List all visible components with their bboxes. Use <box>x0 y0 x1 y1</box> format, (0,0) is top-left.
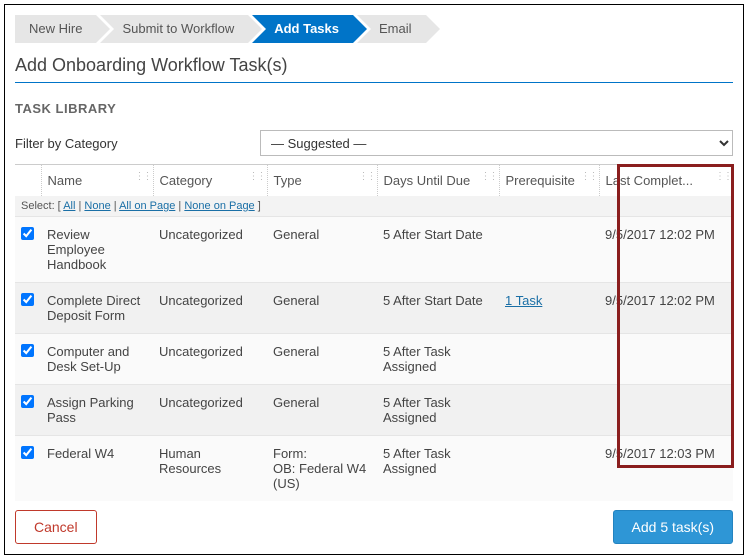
cancel-button[interactable]: Cancel <box>15 510 97 544</box>
col-name[interactable]: Name⋮⋮ <box>41 165 153 197</box>
cell-type: General <box>267 283 377 334</box>
cell-last-completed <box>599 334 733 385</box>
cell-prerequisite <box>499 436 599 502</box>
cell-prerequisite <box>499 217 599 283</box>
breadcrumb-step-0[interactable]: New Hire <box>15 15 96 43</box>
cell-category: Human Resources <box>153 436 267 502</box>
col-days-until-due[interactable]: Days Until Due⋮⋮ <box>377 165 499 197</box>
row-checkbox[interactable] <box>21 293 34 306</box>
cell-last-completed: 9/5/2017 12:03 PM <box>599 436 733 502</box>
cell-category: Uncategorized <box>153 334 267 385</box>
cell-prerequisite <box>499 334 599 385</box>
row-checkbox[interactable] <box>21 446 34 459</box>
row-checkbox[interactable] <box>21 344 34 357</box>
select-all-on-page[interactable]: All on Page <box>119 200 175 212</box>
cell-category: Uncategorized <box>153 217 267 283</box>
cell-name: Complete Direct Deposit Form <box>41 283 153 334</box>
col-category[interactable]: Category⋮⋮ <box>153 165 267 197</box>
cell-type: General <box>267 334 377 385</box>
cell-type: Form: OB: Federal W4 (US) <box>267 436 377 502</box>
filter-row: Filter by Category — Suggested — <box>15 130 733 156</box>
cell-last-completed <box>599 385 733 436</box>
cell-type: General <box>267 385 377 436</box>
table-row: Complete Direct Deposit FormUncategorize… <box>15 283 733 334</box>
col-type[interactable]: Type⋮⋮ <box>267 165 377 197</box>
table-row: Computer and Desk Set-UpUncategorizedGen… <box>15 334 733 385</box>
cell-days-until-due: 5 After Start Date <box>377 217 499 283</box>
filter-category-select[interactable]: — Suggested — <box>260 130 733 156</box>
page-title: Add Onboarding Workflow Task(s) <box>15 55 733 83</box>
cell-days-until-due: 5 After Task Assigned <box>377 436 499 502</box>
cell-days-until-due: 5 After Start Date <box>377 283 499 334</box>
select-all[interactable]: All <box>63 200 75 212</box>
row-checkbox[interactable] <box>21 227 34 240</box>
footer: Cancel Add 5 task(s) <box>15 510 733 544</box>
prerequisite-link[interactable]: 1 Task <box>505 293 542 308</box>
cell-name: Assign Parking Pass <box>41 385 153 436</box>
cell-name: Federal W4 <box>41 436 153 502</box>
table-row: Review Employee HandbookUncategorizedGen… <box>15 217 733 283</box>
cell-category: Uncategorized <box>153 385 267 436</box>
add-tasks-button[interactable]: Add 5 task(s) <box>613 510 733 544</box>
task-table: Name⋮⋮ Category⋮⋮ Type⋮⋮ Days Until Due⋮… <box>15 164 733 501</box>
dialog-container: New HireSubmit to WorkflowAdd TasksEmail… <box>4 4 744 555</box>
col-last-completed[interactable]: Last Complet...⋮⋮ <box>599 165 733 197</box>
cell-name: Computer and Desk Set-Up <box>41 334 153 385</box>
cell-type: General <box>267 217 377 283</box>
breadcrumb-step-2[interactable]: Add Tasks <box>252 15 353 43</box>
breadcrumb-step-1[interactable]: Submit to Workflow <box>100 15 248 43</box>
select-none[interactable]: None <box>84 200 110 212</box>
breadcrumb-step-3[interactable]: Email <box>357 15 426 43</box>
cell-prerequisite: 1 Task <box>499 283 599 334</box>
select-none-on-page[interactable]: None on Page <box>184 200 254 212</box>
cell-prerequisite <box>499 385 599 436</box>
cell-category: Uncategorized <box>153 283 267 334</box>
cell-last-completed: 9/5/2017 12:02 PM <box>599 283 733 334</box>
select-bar: Select: [ All | None | All on Page | Non… <box>15 196 733 217</box>
cell-days-until-due: 5 After Task Assigned <box>377 334 499 385</box>
section-title: TASK LIBRARY <box>15 101 733 116</box>
col-checkbox[interactable] <box>15 165 41 197</box>
col-prerequisite[interactable]: Prerequisite⋮⋮ <box>499 165 599 197</box>
cell-last-completed: 9/5/2017 12:02 PM <box>599 217 733 283</box>
row-checkbox[interactable] <box>21 395 34 408</box>
breadcrumb: New HireSubmit to WorkflowAdd TasksEmail <box>15 15 733 43</box>
cell-name: Review Employee Handbook <box>41 217 153 283</box>
table-row: Federal W4Human ResourcesForm: OB: Feder… <box>15 436 733 502</box>
cell-days-until-due: 5 After Task Assigned <box>377 385 499 436</box>
filter-label: Filter by Category <box>15 136 260 151</box>
table-row: Assign Parking PassUncategorizedGeneral5… <box>15 385 733 436</box>
